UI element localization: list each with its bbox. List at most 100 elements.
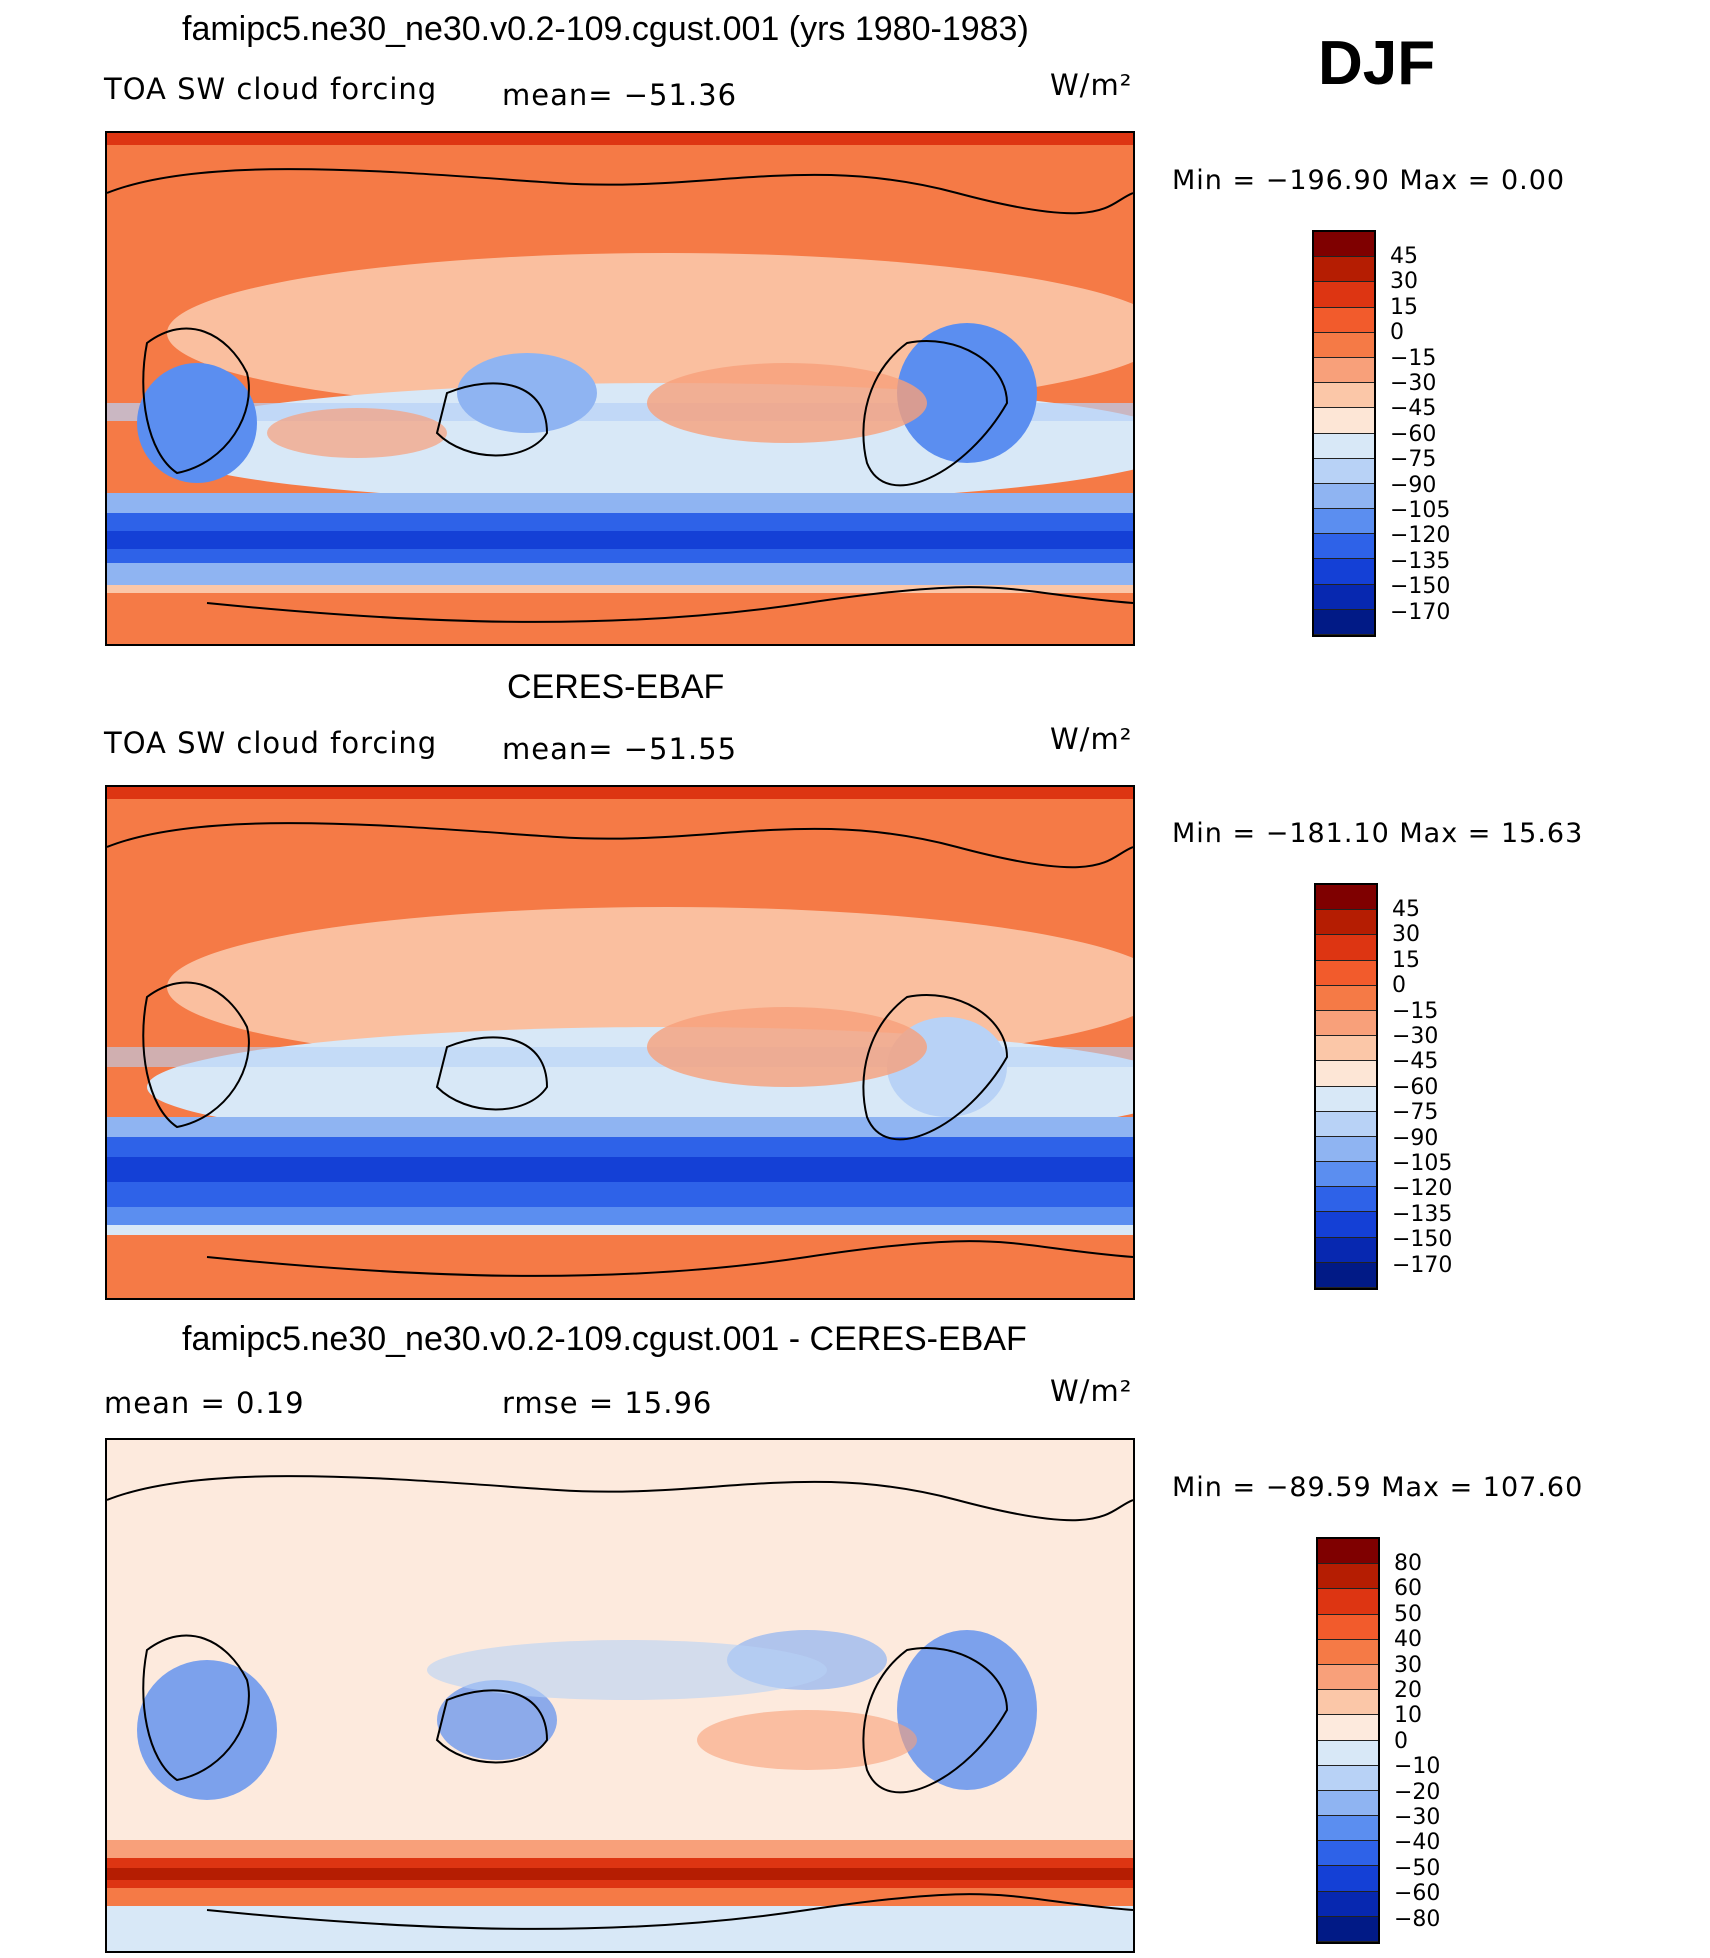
panel-3-mean-label: mean = 0.19 (104, 1386, 305, 1420)
colorbar-swatch (1316, 960, 1376, 986)
colorbar-tick-label: −40 (1394, 1830, 1441, 1856)
colorbar-swatch (1316, 1212, 1376, 1238)
colorbar-swatch (1314, 232, 1374, 258)
panel-3-map (105, 1438, 1135, 1953)
colorbar-tick-label: 60 (1394, 1576, 1422, 1602)
colorbar-tick-label: −90 (1392, 1125, 1439, 1151)
colorbar-swatch (1316, 885, 1376, 911)
panel-1-colorbar (1312, 230, 1376, 637)
colorbar-tick-label: −30 (1390, 371, 1437, 397)
colorbar-tick-label: −45 (1390, 396, 1437, 422)
colorbar-tick-label: −105 (1392, 1151, 1453, 1177)
colorbar-swatch (1314, 433, 1374, 459)
colorbar-tick-label: −150 (1390, 574, 1451, 600)
colorbar-tick-label: 10 (1394, 1703, 1422, 1729)
colorbar-tick-label: 45 (1392, 897, 1420, 922)
colorbar-swatch (1318, 1841, 1378, 1867)
colorbar-swatch (1318, 1639, 1378, 1665)
colorbar-swatch (1314, 257, 1374, 283)
colorbar-tick-label: −75 (1390, 447, 1437, 473)
colorbar-tick-label: −15 (1392, 998, 1439, 1024)
colorbar-swatch (1316, 1010, 1376, 1037)
colorbar-swatch (1318, 1765, 1378, 1791)
colorbar-tick-label: 30 (1392, 922, 1420, 948)
colorbar-tick-label: 0 (1390, 320, 1404, 346)
colorbar-tick-label: −120 (1390, 523, 1451, 549)
colorbar-swatch (1316, 1061, 1376, 1087)
colorbar-swatch (1314, 282, 1374, 308)
colorbar-tick-label: −120 (1392, 1176, 1453, 1202)
colorbar-swatch (1316, 1187, 1376, 1213)
colorbar-swatch (1318, 1891, 1378, 1917)
colorbar-swatch (1318, 1589, 1378, 1615)
colorbar-tick-label: 15 (1390, 294, 1418, 320)
colorbar-swatch (1316, 985, 1376, 1011)
colorbar-tick-label: 20 (1394, 1678, 1422, 1704)
colorbar-tick-label: −170 (1390, 599, 1451, 625)
colorbar-swatch (1318, 1539, 1378, 1565)
colorbar-swatch (1316, 1111, 1376, 1137)
colorbar-tick-label: 30 (1394, 1652, 1422, 1678)
colorbar-tick-label: −50 (1394, 1855, 1441, 1881)
colorbar-tick-label: −135 (1392, 1201, 1453, 1227)
colorbar-swatch (1318, 1916, 1378, 1942)
colorbar-tick-label: −45 (1392, 1049, 1439, 1075)
colorbar-swatch (1318, 1816, 1378, 1842)
colorbar-swatch (1316, 1136, 1376, 1163)
colorbar-tick-label: 15 (1392, 947, 1420, 973)
colorbar-swatch (1316, 1237, 1376, 1263)
colorbar-swatch (1314, 584, 1374, 610)
colorbar-swatch (1316, 935, 1376, 961)
season-label: DJF (1318, 29, 1436, 98)
colorbar-swatch (1314, 408, 1374, 434)
colorbar-swatch (1314, 307, 1374, 333)
colorbar-swatch (1314, 483, 1374, 510)
colorbar-tick-label: 40 (1394, 1627, 1422, 1653)
colorbar-swatch (1314, 559, 1374, 585)
panel-3-minmax: Min = −89.59 Max = 107.60 (1172, 1472, 1584, 1503)
panel-2-title: CERES-EBAF (507, 668, 725, 706)
colorbar-tick-label: −30 (1394, 1805, 1441, 1831)
colorbar-swatch (1316, 1162, 1376, 1188)
colorbar-swatch (1318, 1740, 1378, 1766)
colorbar-tick-label: 0 (1394, 1728, 1408, 1754)
colorbar-tick-label: −30 (1392, 1024, 1439, 1050)
colorbar-swatch (1318, 1690, 1378, 1716)
panel-1-map (105, 131, 1135, 646)
panel-2-map (105, 785, 1135, 1300)
panel-2-variable-label: TOA SW cloud forcing (104, 726, 438, 760)
colorbar-tick-label: 30 (1390, 269, 1418, 295)
panel-1-minmax: Min = −196.90 Max = 0.00 (1172, 165, 1566, 196)
colorbar-swatch (1318, 1715, 1378, 1741)
panel-1-mean-label: mean= −51.36 (502, 78, 738, 112)
colorbar-tick-label: 0 (1392, 973, 1406, 999)
colorbar-swatch (1318, 1790, 1378, 1817)
colorbar-swatch (1314, 534, 1374, 560)
colorbar-swatch (1314, 509, 1374, 535)
colorbar-swatch (1314, 383, 1374, 409)
colorbar-tick-label: −150 (1392, 1227, 1453, 1253)
panel-1-units: W/m² (1050, 68, 1133, 102)
panel-1-variable-label: TOA SW cloud forcing (104, 72, 438, 106)
colorbar-tick-label: −105 (1390, 498, 1451, 524)
colorbar-tick-label: 45 (1390, 244, 1418, 269)
panel-3-colorbar-ticks: 80 60 50 40 30 20 10 0 −10 −20 −30 −40 −50 −60 −80 (1394, 1551, 1440, 1932)
panel-1-title: famipc5.ne30_ne30.v0.2-109.cgust.001 (yr… (182, 10, 1029, 48)
colorbar-tick-label: −15 (1390, 345, 1437, 371)
panel-3-colorbar (1316, 1537, 1380, 1944)
colorbar-tick-label: 50 (1394, 1601, 1422, 1627)
panel-2-mean-label: mean= −51.55 (502, 732, 738, 766)
colorbar-tick-label: −170 (1392, 1252, 1453, 1278)
colorbar-tick-label: −60 (1390, 421, 1437, 447)
colorbar-tick-label: −60 (1394, 1881, 1441, 1907)
colorbar-swatch (1316, 1262, 1376, 1288)
panel-2-minmax: Min = −181.10 Max = 15.63 (1172, 818, 1584, 849)
colorbar-tick-label: −10 (1394, 1754, 1441, 1780)
colorbar-swatch (1316, 1086, 1376, 1112)
colorbar-tick-label: −60 (1392, 1074, 1439, 1100)
colorbar-tick-label: 80 (1394, 1551, 1422, 1576)
panel-3-rmse-label: rmse = 15.96 (502, 1386, 713, 1420)
colorbar-tick-label: −75 (1392, 1100, 1439, 1126)
colorbar-tick-label: −20 (1394, 1779, 1441, 1805)
panel-3-title: famipc5.ne30_ne30.v0.2-109.cgust.001 - C… (182, 1320, 1027, 1358)
